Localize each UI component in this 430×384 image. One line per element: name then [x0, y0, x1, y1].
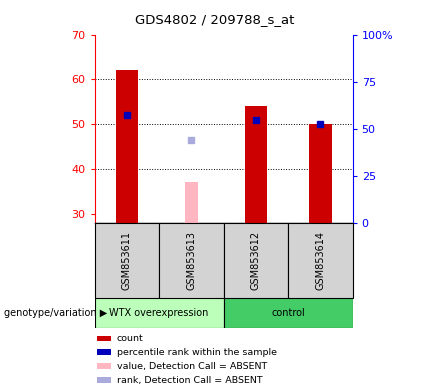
Text: control: control	[271, 308, 305, 318]
Text: GSM853612: GSM853612	[251, 231, 261, 290]
Text: value, Detection Call = ABSENT: value, Detection Call = ABSENT	[117, 362, 267, 371]
Text: GSM853614: GSM853614	[315, 231, 326, 290]
Bar	[95, 298, 224, 328]
Text: WTX overexpression: WTX overexpression	[109, 308, 209, 318]
Text: GDS4802 / 209788_s_at: GDS4802 / 209788_s_at	[135, 13, 295, 26]
Bar	[288, 223, 353, 298]
Bar	[97, 336, 111, 341]
Bar	[97, 377, 111, 383]
Text: genotype/variation ▶: genotype/variation ▶	[4, 308, 108, 318]
Bar	[116, 70, 138, 223]
Text: rank, Detection Call = ABSENT: rank, Detection Call = ABSENT	[117, 376, 262, 384]
Text: count: count	[117, 334, 143, 343]
Text: GSM853611: GSM853611	[122, 231, 132, 290]
Bar	[159, 223, 224, 298]
Bar	[97, 349, 111, 355]
Bar	[224, 223, 288, 298]
Bar	[185, 182, 197, 223]
Text: GSM853613: GSM853613	[186, 231, 197, 290]
Bar	[97, 363, 111, 369]
Text: percentile rank within the sample: percentile rank within the sample	[117, 348, 276, 357]
Bar	[95, 223, 159, 298]
Bar	[309, 124, 332, 223]
Bar	[224, 298, 353, 328]
Bar	[245, 106, 267, 223]
